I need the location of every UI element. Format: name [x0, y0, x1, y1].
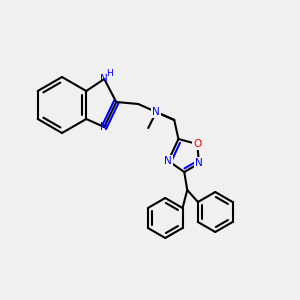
Text: N: N [100, 74, 108, 84]
Text: N: N [152, 107, 160, 117]
Text: O: O [193, 139, 201, 149]
Text: N: N [164, 156, 172, 166]
Text: H: H [106, 70, 112, 79]
Text: N: N [195, 158, 203, 169]
Text: N: N [100, 122, 108, 132]
